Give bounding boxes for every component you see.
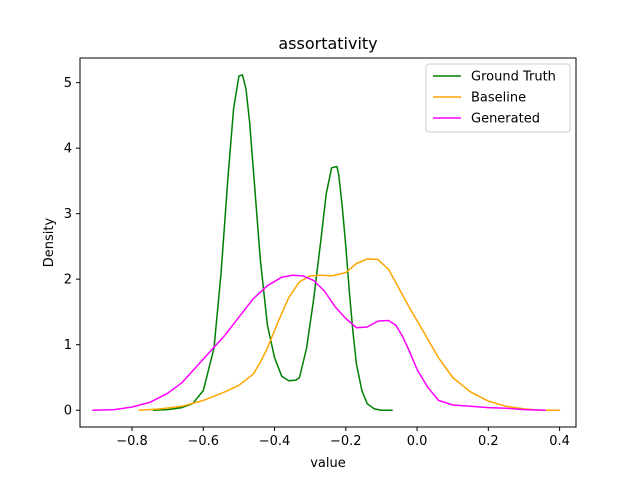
x-axis-label: value (310, 456, 346, 471)
x-tick-label-5: 0.2 (478, 434, 499, 449)
x-tick-label-2: −0.4 (259, 434, 291, 449)
x-tick-label-1: −0.6 (187, 434, 219, 449)
x-tick-label-4: 0.0 (407, 434, 428, 449)
chart-title: assortativity (278, 34, 377, 53)
x-tick-label-3: −0.2 (330, 434, 362, 449)
y-tick-label-4: 4 (64, 142, 72, 157)
y-tick-label-0: 0 (64, 404, 72, 419)
x-tick-label-0: −0.8 (116, 434, 148, 449)
y-tick-label-5: 5 (64, 76, 72, 91)
y-tick-label-2: 2 (64, 273, 72, 288)
series-layer (92, 74, 561, 411)
x-tick-label-6: 0.4 (549, 434, 570, 449)
plot-frame (79, 57, 577, 428)
legend-label-1: Baseline (471, 91, 526, 106)
legend-box (425, 63, 571, 133)
legend-label-0: Ground Truth (471, 70, 556, 85)
x-axis: −0.8 −0.6 −0.4 −0.2 0.0 0.2 0.4 (116, 427, 570, 449)
y-tick-label-1: 1 (64, 338, 72, 353)
series-line-0 (152, 74, 393, 411)
series-line-2 (92, 274, 547, 411)
legend-label-2: Generated (471, 112, 540, 127)
y-axis-label: Density (42, 217, 57, 267)
legend: Ground Truth Baseline Generated (425, 63, 571, 133)
y-axis: 0 1 2 3 4 5 (64, 76, 80, 419)
y-tick-label-3: 3 (64, 207, 72, 222)
series-line-1 (138, 258, 561, 411)
